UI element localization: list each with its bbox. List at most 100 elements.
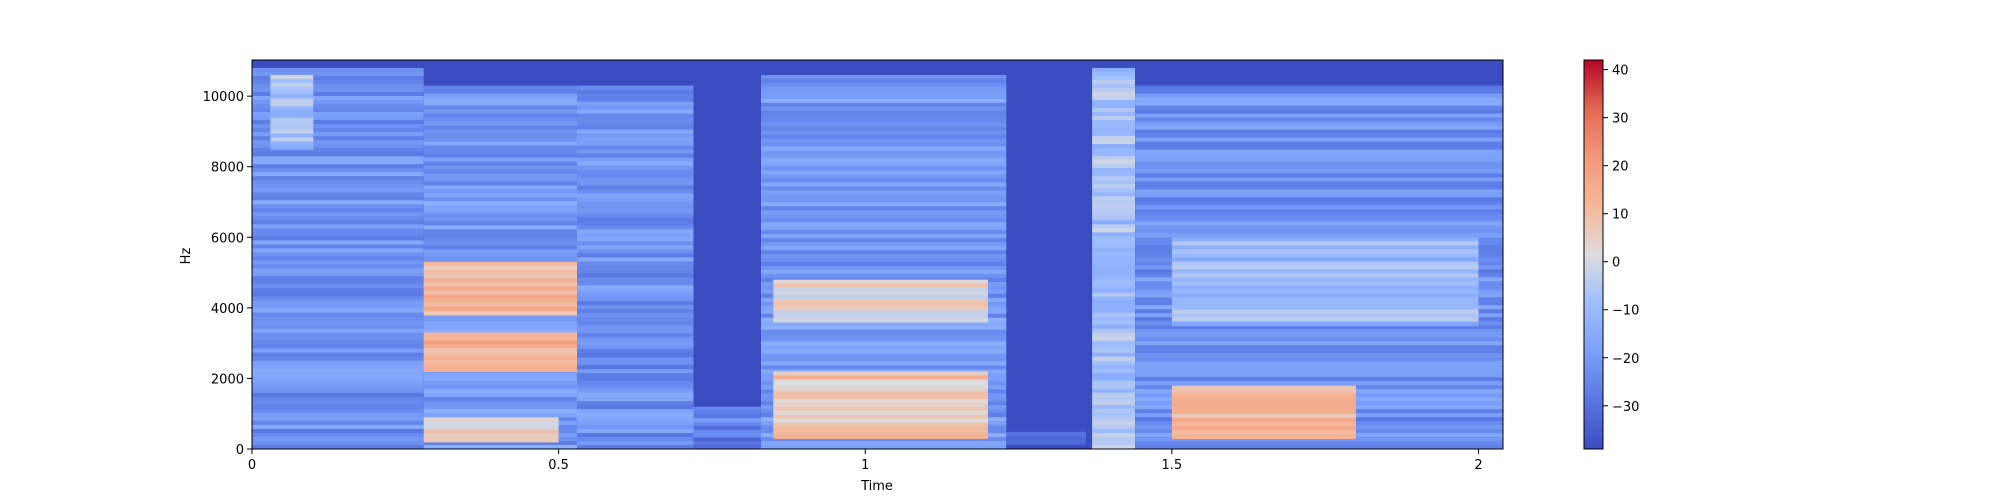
- heatmap-band: [1092, 204, 1135, 209]
- heatmap-band: [1092, 344, 1135, 350]
- heatmap-band: [423, 181, 577, 186]
- heatmap-band: [577, 293, 694, 298]
- heatmap-band: [1092, 292, 1135, 298]
- heatmap-band: [761, 242, 1007, 247]
- heatmap-band: [423, 97, 577, 103]
- heatmap-band: [773, 422, 988, 428]
- heatmap-band: [1092, 84, 1135, 89]
- heatmap-band: [761, 246, 1007, 251]
- heatmap-band: [1006, 436, 1086, 442]
- heatmap-band: [1171, 301, 1479, 307]
- heatmap-band: [1171, 389, 1356, 395]
- heatmap-band: [1092, 336, 1135, 342]
- heatmap-band: [1006, 427, 1086, 433]
- heatmap-band: [577, 97, 694, 103]
- heatmap-band: [761, 174, 1007, 180]
- heatmap-band: [1092, 280, 1135, 286]
- heatmap-band: [252, 84, 424, 89]
- heatmap-band: [1092, 248, 1135, 253]
- heatmap-band: [1092, 433, 1135, 438]
- heatmap-region: [773, 279, 988, 323]
- heatmap-band: [761, 158, 1007, 164]
- heatmap-band: [577, 337, 694, 342]
- heatmap-band: [577, 93, 694, 99]
- heatmap-band: [577, 101, 694, 107]
- heatmap-band: [577, 265, 694, 270]
- heatmap-band: [577, 377, 694, 382]
- heatmap-band: [773, 410, 988, 416]
- heatmap-band: [761, 118, 1007, 124]
- heatmap-band: [761, 154, 1007, 160]
- heatmap-band: [1092, 228, 1135, 233]
- heatmap-band: [423, 249, 577, 254]
- heatmap-band: [252, 180, 424, 185]
- heatmap-band: [1092, 236, 1135, 241]
- heatmap-band: [693, 410, 761, 415]
- colorbar-tick-label: 20: [1612, 160, 1629, 175]
- heatmap-band: [1092, 168, 1135, 173]
- heatmap-band: [761, 110, 1007, 116]
- heatmap-region: [423, 332, 577, 372]
- heatmap-band: [761, 102, 1007, 108]
- heatmap-band: [1092, 264, 1135, 270]
- heatmap-band: [423, 145, 577, 151]
- heatmap-band: [577, 445, 694, 449]
- heatmap-band: [577, 421, 694, 426]
- heatmap-band: [252, 445, 424, 449]
- heatmap-band: [761, 178, 1007, 183]
- heatmap-band: [252, 244, 424, 249]
- heatmap-band: [1135, 373, 1503, 378]
- heatmap-band: [577, 409, 694, 414]
- heatmap-band: [1092, 441, 1135, 446]
- heatmap-band: [1092, 152, 1135, 157]
- heatmap-band: [773, 310, 988, 315]
- heatmap-band: [423, 352, 577, 357]
- heatmap-band: [773, 279, 988, 284]
- heatmap-band: [270, 114, 314, 119]
- heatmap-band: [252, 280, 424, 286]
- heatmap-band: [1092, 445, 1135, 449]
- heatmap-band: [1171, 313, 1479, 319]
- heatmap-band: [1135, 109, 1503, 115]
- heatmap-band: [1135, 369, 1503, 374]
- heatmap-band: [761, 218, 1007, 223]
- heatmap-band: [761, 150, 1007, 156]
- heatmap-band: [423, 229, 577, 234]
- heatmap-band: [423, 409, 577, 414]
- heatmap-band: [761, 210, 1007, 215]
- heatmap-band: [1092, 348, 1135, 354]
- heatmap-band: [1135, 89, 1503, 95]
- heatmap-band: [1092, 308, 1135, 314]
- heatmap-band: [761, 333, 1007, 339]
- heatmap-band: [1171, 422, 1356, 427]
- heatmap-band: [1135, 105, 1503, 111]
- heatmap-band: [423, 321, 577, 326]
- heatmap-band: [1092, 400, 1135, 406]
- heatmap-band: [252, 164, 424, 169]
- heatmap-band: [577, 201, 694, 206]
- heatmap-band: [423, 332, 577, 338]
- heatmap-band: [270, 117, 314, 123]
- heatmap-band: [252, 428, 424, 434]
- heatmap-band: [761, 138, 1007, 144]
- heatmap-band: [1135, 161, 1503, 167]
- heatmap-band: [1092, 272, 1135, 278]
- heatmap-band: [577, 325, 694, 330]
- heatmap-band: [423, 85, 577, 91]
- heatmap-band: [1092, 360, 1135, 366]
- heatmap-band: [761, 146, 1007, 152]
- plot-frame: [251, 59, 1504, 450]
- heatmap-band: [773, 291, 988, 296]
- heatmap-band: [1135, 333, 1503, 338]
- heatmap-band: [423, 373, 577, 378]
- heatmap-band: [577, 141, 694, 147]
- heatmap-band: [773, 426, 988, 432]
- heatmap-band: [1135, 177, 1503, 182]
- heatmap-band: [1092, 224, 1135, 229]
- heatmap-band: [577, 133, 694, 139]
- heatmap-band: [761, 445, 1007, 449]
- heatmap-band: [761, 238, 1007, 243]
- heatmap-band: [761, 98, 1007, 104]
- heatmap-band: [577, 273, 694, 278]
